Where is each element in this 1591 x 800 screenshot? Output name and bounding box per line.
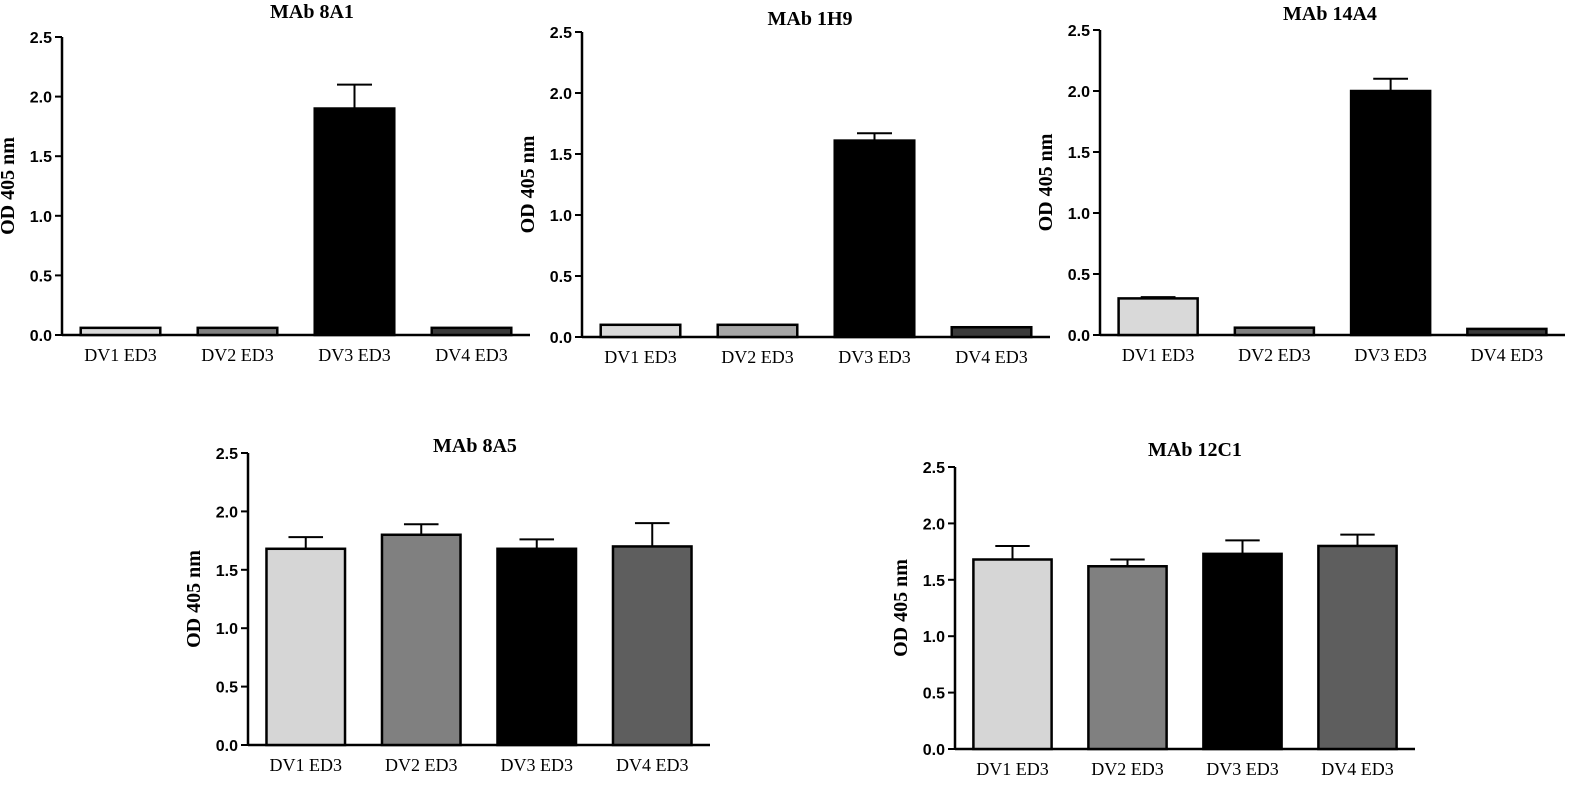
chart-panel: MAb 8A5 OD 405 nm 0.0 0.5 1.0 1.5 2.0 2.5 DV1 ED… — [183, 435, 710, 775]
y-axis-label: OD 405 nm — [517, 135, 539, 233]
y-tick-label: 1.5 — [550, 147, 572, 164]
bar-dv1-ed3 — [265, 547, 347, 747]
y-tick-label: 1.5 — [1068, 145, 1090, 162]
chart-panel: MAb 14A4 OD 405 nm 0.0 0.5 1.0 1.5 2.0 2.5 DV1 E… — [1035, 3, 1565, 365]
x-tick-label: DV3 ED3 — [501, 755, 574, 775]
bar-dv2-ed3 — [196, 326, 279, 337]
x-tick-label: DV1 ED3 — [604, 347, 677, 367]
y-tick-label: 1.5 — [216, 563, 238, 580]
bar-dv3-ed3 — [1349, 89, 1432, 337]
x-tick-label: DV2 ED3 — [1238, 345, 1311, 365]
y-tick-label: 0.0 — [30, 328, 52, 345]
bar-dv2-ed3 — [1233, 326, 1316, 337]
x-tick-label: DV3 ED3 — [1354, 345, 1427, 365]
y-tick-label: 0.5 — [1068, 267, 1090, 284]
y-tick-label: 1.0 — [923, 629, 945, 646]
x-tick-label: DV2 ED3 — [385, 755, 458, 775]
y-axis-label: OD 405 nm — [0, 137, 19, 235]
y-tick-label: 0.5 — [30, 268, 52, 285]
chart-title: MAb 14A4 — [1283, 3, 1377, 25]
bar-dv4-ed3 — [430, 326, 513, 337]
x-tick-label: DV1 ED3 — [84, 345, 157, 365]
chart-title: MAb 8A5 — [433, 435, 517, 457]
x-tick-label: DV3 ED3 — [838, 347, 911, 367]
chart-title: MAb 8A1 — [270, 1, 354, 23]
x-tick-label: DV4 ED3 — [435, 345, 508, 365]
bar-dv4-ed3 — [611, 545, 693, 747]
x-tick-label: DV4 ED3 — [616, 755, 689, 775]
y-tick-label: 2.5 — [923, 460, 945, 477]
bar-dv3-ed3 — [833, 139, 916, 339]
chart-panel: MAb 1H9 OD 405 nm 0.0 0.5 1.0 1.5 2.0 2.5 DV1 ED… — [517, 8, 1050, 367]
x-tick-label: DV1 ED3 — [270, 755, 343, 775]
y-tick-label: 1.0 — [30, 209, 52, 226]
x-tick-label: DV1 ED3 — [976, 759, 1049, 779]
bar-dv1-ed3 — [599, 323, 682, 339]
chart-title: MAb 12C1 — [1148, 439, 1242, 461]
y-tick-label: 2.5 — [216, 446, 238, 463]
y-tick-label: 2.5 — [1068, 23, 1090, 40]
y-tick-label: 1.5 — [923, 573, 945, 590]
y-tick-label: 0.0 — [550, 330, 572, 347]
y-axis-label: OD 405 nm — [183, 550, 205, 648]
y-tick-label: 2.0 — [550, 86, 572, 103]
bar-dv1-ed3 — [972, 558, 1053, 751]
y-axis-label: OD 405 nm — [890, 559, 912, 657]
y-tick-label: 0.0 — [1068, 328, 1090, 345]
bar-dv4-ed3 — [950, 325, 1033, 339]
y-tick-label: 2.0 — [923, 516, 945, 533]
x-tick-label: DV4 ED3 — [1471, 345, 1544, 365]
y-tick-label: 2.0 — [30, 90, 52, 107]
y-tick-label: 1.0 — [1068, 206, 1090, 223]
bar-dv2-ed3 — [716, 323, 799, 339]
y-axis-label: OD 405 nm — [1035, 133, 1057, 231]
y-tick-label: 1.0 — [216, 621, 238, 638]
x-tick-label: DV2 ED3 — [721, 347, 794, 367]
x-tick-label: DV4 ED3 — [955, 347, 1028, 367]
bar-dv3-ed3 — [313, 107, 396, 337]
y-tick-label: 0.5 — [216, 680, 238, 697]
x-tick-label: DV3 ED3 — [318, 345, 391, 365]
y-tick-label: 2.0 — [1068, 84, 1090, 101]
x-tick-label: DV1 ED3 — [1122, 345, 1195, 365]
y-tick-label: 1.0 — [550, 208, 572, 225]
y-tick-label: 2.0 — [216, 504, 238, 521]
bar-dv4-ed3 — [1317, 544, 1398, 751]
bar-dv3-ed3 — [496, 547, 578, 747]
chart-panel: MAb 8A1 OD 405 nm 0.0 0.5 1.0 1.5 2.0 2.5 DV1 ED… — [0, 1, 530, 365]
y-tick-label: 2.5 — [550, 25, 572, 42]
bar-dv3-ed3 — [1202, 552, 1283, 751]
x-tick-label: DV2 ED3 — [1091, 759, 1164, 779]
bar-dv1-ed3 — [1117, 297, 1199, 337]
bar-dv2-ed3 — [1087, 565, 1168, 751]
bar-dv2-ed3 — [380, 533, 462, 747]
y-tick-label: 0.5 — [550, 269, 572, 286]
x-tick-label: DV2 ED3 — [201, 345, 274, 365]
y-tick-label: 0.0 — [216, 738, 238, 755]
x-tick-label: DV3 ED3 — [1206, 759, 1279, 779]
y-tick-label: 1.5 — [30, 149, 52, 166]
bar-dv1-ed3 — [79, 326, 162, 337]
y-tick-label: 0.5 — [923, 686, 945, 703]
x-tick-label: DV4 ED3 — [1321, 759, 1394, 779]
bar-dv4-ed3 — [1466, 327, 1548, 337]
y-tick-label: 0.0 — [923, 742, 945, 759]
chart-title: MAb 1H9 — [768, 8, 853, 30]
chart-panel: MAb 12C1 OD 405 nm 0.0 0.5 1.0 1.5 2.0 2.5 DV1 E… — [890, 439, 1415, 779]
y-tick-label: 2.5 — [30, 30, 52, 47]
